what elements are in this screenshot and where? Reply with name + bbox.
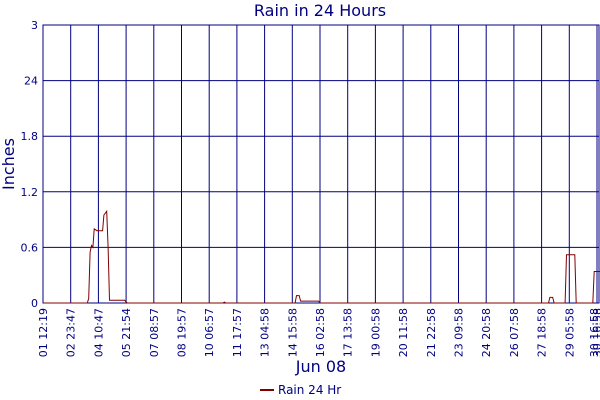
legend-label: Rain 24 Hr (278, 383, 341, 397)
x-tick-label: 29 05:58 (563, 308, 576, 357)
x-axis-label: Jun 08 (295, 357, 346, 376)
y-tick-label: 0 (31, 297, 38, 310)
x-tick-label: 02 23:47 (65, 308, 78, 357)
y-tick-label: 1.8 (21, 130, 39, 143)
x-tick-label: 14 15:58 (286, 308, 299, 357)
x-tick-label: 17 13:58 (342, 308, 355, 357)
x-tick-label: 01 12:19 (37, 308, 50, 357)
series-group (43, 209, 600, 304)
x-tick-label: 30 16:58 (591, 308, 600, 357)
x-tick-label: 04 10:47 (92, 308, 105, 357)
x-tick-label: 08 19:57 (176, 308, 189, 357)
x-tick-label: 05 21:54 (120, 308, 133, 357)
x-tick-label: 30 16:58 (588, 308, 600, 357)
legend: Rain 24 Hr (260, 383, 341, 397)
y-axis-label: Inches (0, 138, 18, 190)
x-tick-label: 27 18:58 (536, 308, 549, 357)
x-tick-label: 11 17:57 (231, 308, 244, 357)
x-tick-label: 23 09:58 (453, 308, 466, 357)
x-tick-label: 07 08:57 (148, 308, 161, 357)
x-tick-label: 26 07:58 (508, 308, 521, 357)
y-tick-label: 24 (24, 75, 38, 88)
x-tick-label: 10 06:57 (203, 308, 216, 357)
x-tick-label: 13 04:58 (259, 308, 272, 357)
series-line-rain-24-hr (43, 209, 600, 304)
y-tick-label: 3 (31, 19, 38, 32)
y-axis-ticks: 0 0.6 1.2 1.8 24 3 (21, 19, 39, 310)
x-tick-label: 20 11:58 (397, 308, 410, 357)
x-tick-label: 21 22:58 (425, 308, 438, 357)
y-tick-label: 1.2 (21, 186, 39, 199)
x-tick-label: 24 20:58 (480, 308, 493, 357)
x-tick-label: 16 02:58 (314, 308, 327, 357)
x-axis-ticks: 01 12:19 02 23:47 04 10:47 05 21:54 07 08:57… (37, 308, 600, 357)
chart-title: Rain in 24 Hours (254, 1, 386, 20)
grid-lines (43, 24, 599, 303)
y-tick-label: 0.6 (21, 241, 39, 254)
x-tick-label: 19 00:58 (369, 308, 382, 357)
